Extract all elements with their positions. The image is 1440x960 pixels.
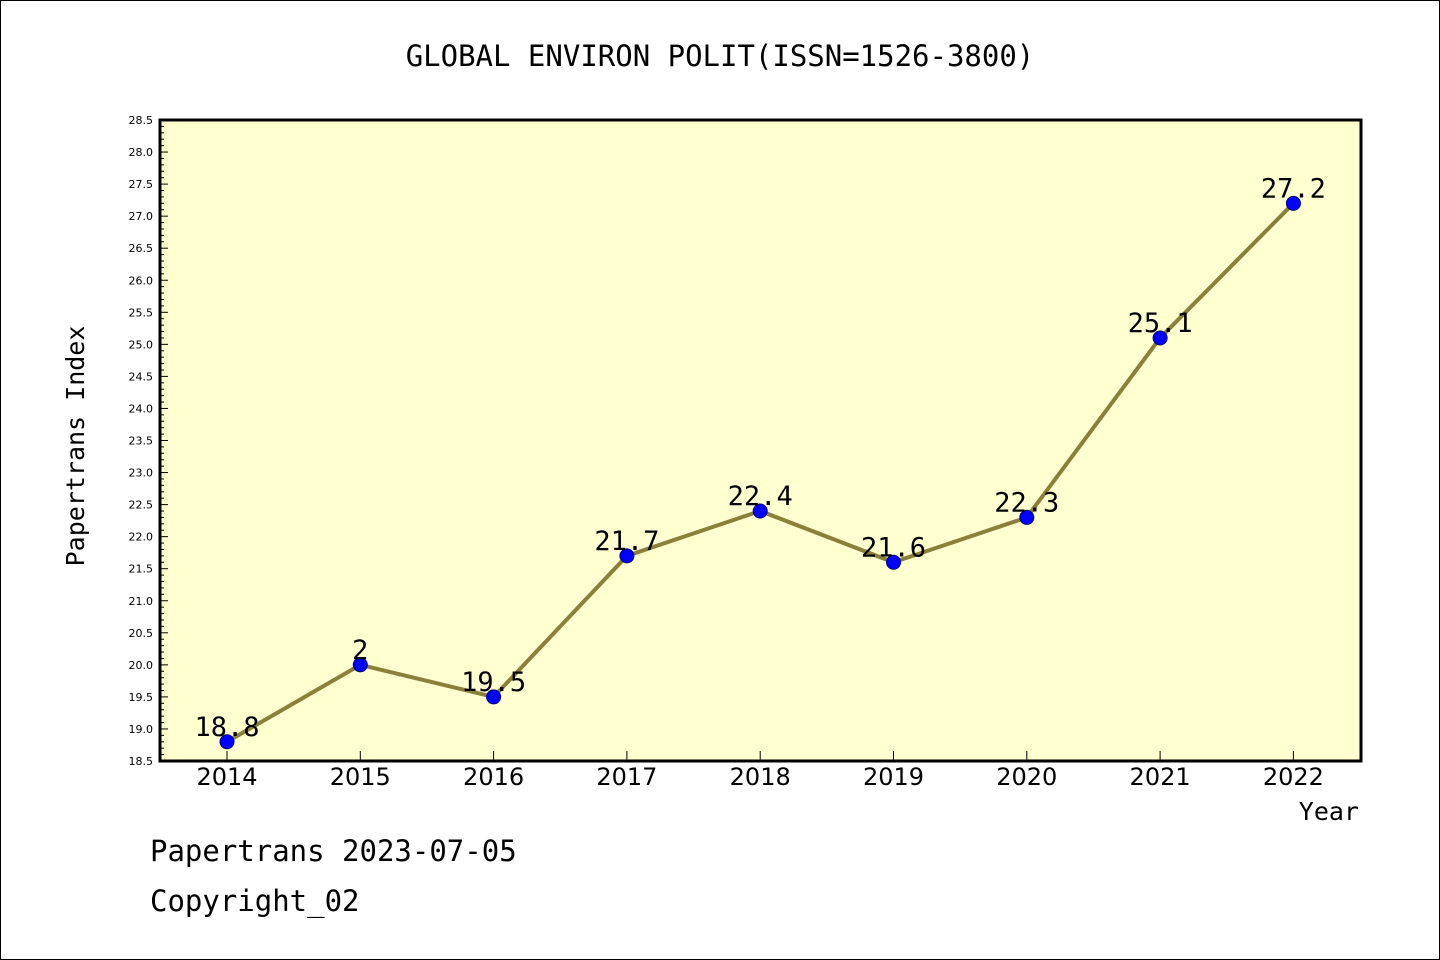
data-point — [619, 548, 635, 564]
x-axis-label: Year — [1299, 797, 1359, 826]
y-tick-label: 25.5 — [129, 306, 154, 319]
y-tick-label: 20.0 — [129, 659, 154, 672]
y-tick-label: 24.0 — [129, 402, 154, 415]
y-tick-label: 27.5 — [129, 178, 154, 191]
plot-area — [158, 118, 1363, 763]
x-tick-label: 2015 — [330, 763, 391, 791]
y-tick-label: 23.0 — [129, 467, 154, 480]
data-label: 19.5 — [461, 667, 526, 698]
data-label: 21.7 — [594, 526, 659, 557]
data-point — [1152, 330, 1168, 346]
y-tick-label: 27.0 — [129, 210, 154, 223]
y-tick-label: 21.5 — [129, 563, 154, 576]
x-tick-label: 2018 — [730, 763, 791, 791]
data-point — [486, 689, 502, 705]
chart-title: GLOBAL ENVIRON POLIT(ISSN=1526-3800) — [406, 39, 1035, 73]
y-tick-label: 23.5 — [129, 435, 154, 448]
x-tick-label: 2020 — [996, 763, 1057, 791]
data-label: 21.6 — [861, 532, 926, 563]
data-point — [752, 503, 768, 519]
x-axis: 2014 2015 2016 2017 2018 2019 2020 2021 2022 — [196, 751, 1324, 791]
y-tick-label: 22.0 — [129, 531, 154, 544]
data-label: 22.3 — [994, 487, 1059, 518]
x-tick-label: 2019 — [863, 763, 924, 791]
series-line-group — [219, 195, 1301, 750]
data-label: 18.8 — [194, 712, 259, 743]
y-tick-label: 28.0 — [129, 146, 154, 159]
x-tick-label: 2022 — [1263, 763, 1324, 791]
y-tick-label: 19.0 — [129, 723, 154, 736]
y-axis: 18.5 19.0 19.5 20.0 20.5 21.0 21.5 22.0 22.5 23.0… — [129, 114, 168, 768]
data-label: 2 — [352, 635, 368, 666]
y-tick-label: 20.5 — [129, 627, 154, 640]
data-labels: 18.8 2 19.5 21.7 22.4 21.6 22.3 25.1 27.2 — [194, 173, 1325, 742]
data-point — [219, 734, 235, 750]
y-tick-label: 26.5 — [129, 242, 154, 255]
x-tick-label: 2021 — [1130, 763, 1191, 791]
y-tick-label: 28.5 — [129, 114, 154, 127]
x-tick-label: 2016 — [463, 763, 524, 791]
x-tick-label: 2014 — [196, 763, 257, 791]
data-point — [1019, 509, 1035, 525]
data-label: 25.1 — [1128, 308, 1193, 339]
y-tick-label: 25.0 — [129, 338, 154, 351]
y-axis-label: Papertrans Index — [61, 326, 90, 567]
data-point — [352, 657, 368, 673]
data-point — [886, 554, 901, 570]
data-label: 22.4 — [728, 481, 793, 512]
y-tick-label: 24.5 — [129, 370, 154, 383]
footer-date-line: Papertrans 2023-07-05 — [150, 834, 517, 868]
footer-copyright-line: Copyright_02 — [150, 884, 360, 918]
y-tick-label: 21.0 — [129, 595, 154, 608]
y-tick-label: 26.0 — [129, 274, 154, 287]
y-tick-label: 18.5 — [129, 755, 154, 768]
x-tick-label: 2017 — [596, 763, 657, 791]
data-label: 27.2 — [1261, 173, 1326, 204]
y-tick-label: 19.5 — [129, 691, 154, 704]
data-point — [1285, 195, 1301, 211]
y-tick-label: 22.5 — [129, 499, 154, 512]
